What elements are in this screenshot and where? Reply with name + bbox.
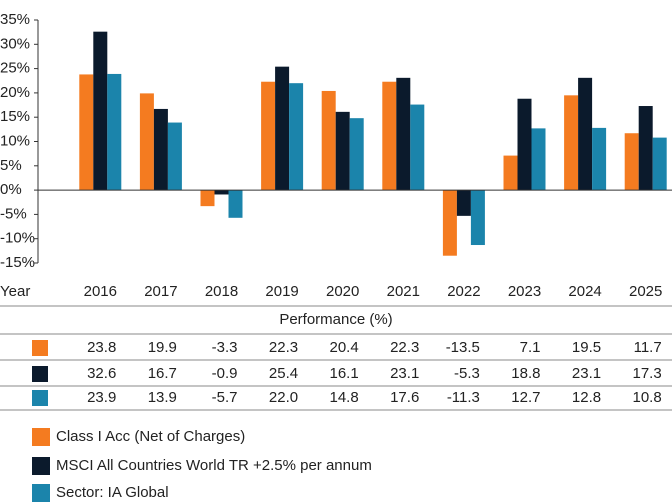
bar <box>652 137 667 191</box>
table-cell: 22.0 <box>269 389 298 406</box>
table-cell: 22.3 <box>390 339 419 356</box>
bar <box>200 190 215 207</box>
x-label: Year <box>0 283 30 300</box>
bar <box>442 190 457 256</box>
x-tick-label: 2019 <box>265 283 298 300</box>
y-tick-label: 5% <box>0 157 22 174</box>
bar <box>335 111 350 191</box>
x-tick-label: 2016 <box>84 283 117 300</box>
table-cell: -0.9 <box>212 365 238 382</box>
table-cell: 16.1 <box>329 365 358 382</box>
table-cell: 10.8 <box>632 389 661 406</box>
bar <box>167 122 182 191</box>
bar <box>410 104 425 191</box>
table-swatch <box>32 366 48 382</box>
table-cell: 22.3 <box>269 339 298 356</box>
legend-swatch <box>32 457 50 475</box>
bar <box>517 98 532 191</box>
bar <box>592 127 607 191</box>
table-cell: -5.7 <box>212 389 238 406</box>
bar <box>107 73 122 191</box>
table-cell: -11.3 <box>447 389 480 406</box>
x-tick-label: 2020 <box>326 283 359 300</box>
bar <box>228 190 243 218</box>
y-tick-label: 25% <box>0 60 30 77</box>
bar <box>578 77 593 191</box>
y-tick-label: 20% <box>0 84 30 101</box>
table-cell: 16.7 <box>148 365 177 382</box>
y-tick-label: 30% <box>0 35 30 52</box>
y-tick-label: 0% <box>0 181 22 198</box>
x-tick-label: 2018 <box>205 283 238 300</box>
bar <box>139 93 154 191</box>
bar <box>321 90 336 191</box>
bar <box>382 81 397 191</box>
y-tick-label: 15% <box>0 108 30 125</box>
legend-swatch <box>32 484 50 502</box>
table-cell: 23.8 <box>87 339 116 356</box>
bar <box>153 108 168 191</box>
y-tick-label: -15% <box>0 254 35 271</box>
bar <box>93 31 108 191</box>
table-cell: 23.1 <box>572 365 601 382</box>
table-cell: -5.3 <box>454 365 480 382</box>
legend-swatch <box>32 428 50 446</box>
table-cell: 11.7 <box>634 339 662 356</box>
x-tick-label: 2021 <box>387 283 420 300</box>
bar <box>275 66 290 191</box>
bar <box>503 155 518 191</box>
table-cell: -13.5 <box>446 339 480 356</box>
table-cell: 18.8 <box>511 365 540 382</box>
bar <box>531 128 546 191</box>
bar <box>456 190 471 216</box>
bar <box>349 118 364 191</box>
table-cell: 13.9 <box>148 389 177 406</box>
table-swatch <box>32 390 48 406</box>
table-cell: 7.1 <box>520 339 541 356</box>
y-tick-label: -10% <box>0 230 35 247</box>
table-cell: 14.8 <box>329 389 358 406</box>
x-tick-label: 2022 <box>447 283 480 300</box>
table-cell: 12.7 <box>511 389 540 406</box>
bar <box>470 190 485 246</box>
bar <box>564 95 579 191</box>
legend-label: MSCI All Countries World TR +2.5% per an… <box>56 457 372 474</box>
y-tick-label: 10% <box>0 132 30 149</box>
bar <box>396 77 411 191</box>
table-cell: 32.6 <box>87 365 116 382</box>
table-cell: 23.1 <box>390 365 419 382</box>
bar <box>624 133 639 191</box>
table-cell: 12.8 <box>572 389 601 406</box>
legend-label: Sector: IA Global <box>56 484 169 501</box>
table-cell: 19.9 <box>148 339 177 356</box>
y-tick-label: 35% <box>0 11 30 28</box>
x-tick-label: 2023 <box>508 283 541 300</box>
bar <box>638 106 653 191</box>
x-tick-label: 2025 <box>629 283 662 300</box>
table-title: Performance (%) <box>279 311 392 328</box>
table-cell: -3.3 <box>212 339 238 356</box>
x-tick-label: 2017 <box>144 283 177 300</box>
bar <box>214 190 229 195</box>
legend-label: Class I Acc (Net of Charges) <box>56 428 245 445</box>
y-tick-label: -5% <box>0 205 27 222</box>
bar <box>79 74 94 191</box>
table-cell: 23.9 <box>87 389 116 406</box>
bar <box>261 81 276 191</box>
x-tick-label: 2024 <box>568 283 601 300</box>
bar <box>289 83 304 191</box>
table-cell: 17.3 <box>632 365 661 382</box>
table-swatch <box>32 340 48 356</box>
table-cell: 20.4 <box>329 339 358 356</box>
table-cell: 19.5 <box>572 339 601 356</box>
table-cell: 17.6 <box>390 389 419 406</box>
table-cell: 25.4 <box>269 365 298 382</box>
